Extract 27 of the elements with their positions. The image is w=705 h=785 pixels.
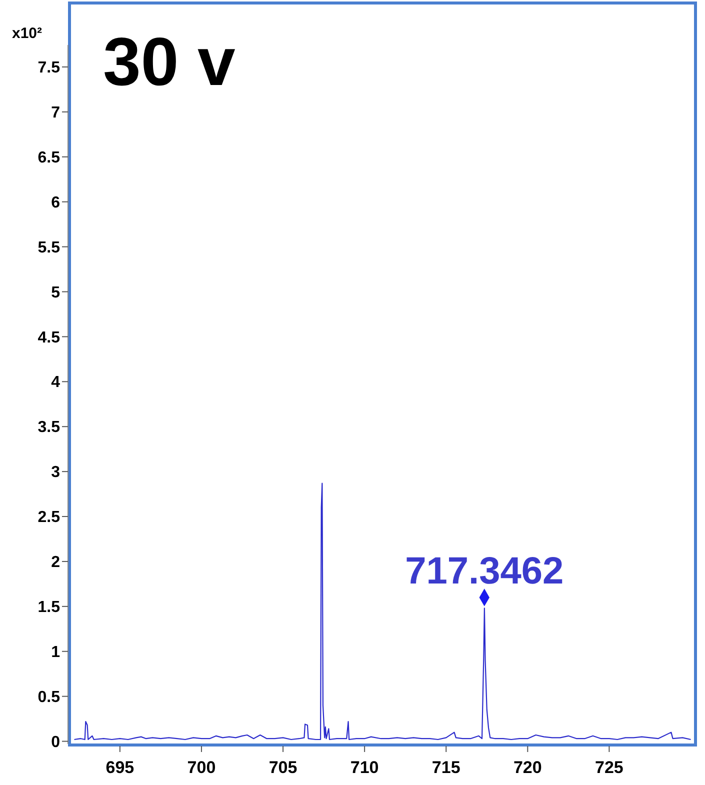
y-tick-label: 0 xyxy=(51,734,60,751)
x-tick-label: 715 xyxy=(432,758,460,777)
line-series xyxy=(74,482,692,740)
y-tick-label: 2 xyxy=(51,554,60,572)
y-tick-label: 0.5 xyxy=(38,688,60,706)
y-tick-label: 1 xyxy=(51,644,60,661)
y-tick-label: 6 xyxy=(51,194,60,212)
y-tick-label: 2.5 xyxy=(38,509,60,526)
x-tick-label: 700 xyxy=(187,758,216,777)
y-tick-label: 7 xyxy=(51,104,60,122)
y-tick-label: 6.5 xyxy=(38,149,60,166)
y-tick-label: 5.5 xyxy=(38,239,60,256)
x-tick-label: 720 xyxy=(513,758,542,777)
y-tick-label: 7.5 xyxy=(38,60,60,77)
y-tick-label: 1.5 xyxy=(38,599,60,616)
x-tick-label: 710 xyxy=(350,758,379,777)
x-tick-label: 725 xyxy=(595,758,624,777)
x-tick-label: 705 xyxy=(268,758,298,777)
annotation: 717.3462 xyxy=(405,550,564,592)
y-tick-label: 3.5 xyxy=(38,419,60,436)
y-tick-label: 4 xyxy=(51,374,60,392)
y-tick-label: 4.5 xyxy=(38,329,60,346)
x-tick-label: 695 xyxy=(106,758,134,777)
y-tick-label: 3 xyxy=(51,464,60,482)
y-axis-title: x10² xyxy=(12,25,42,42)
chart-title: 30 v xyxy=(103,24,236,100)
y-tick-label: 5 xyxy=(51,284,60,302)
